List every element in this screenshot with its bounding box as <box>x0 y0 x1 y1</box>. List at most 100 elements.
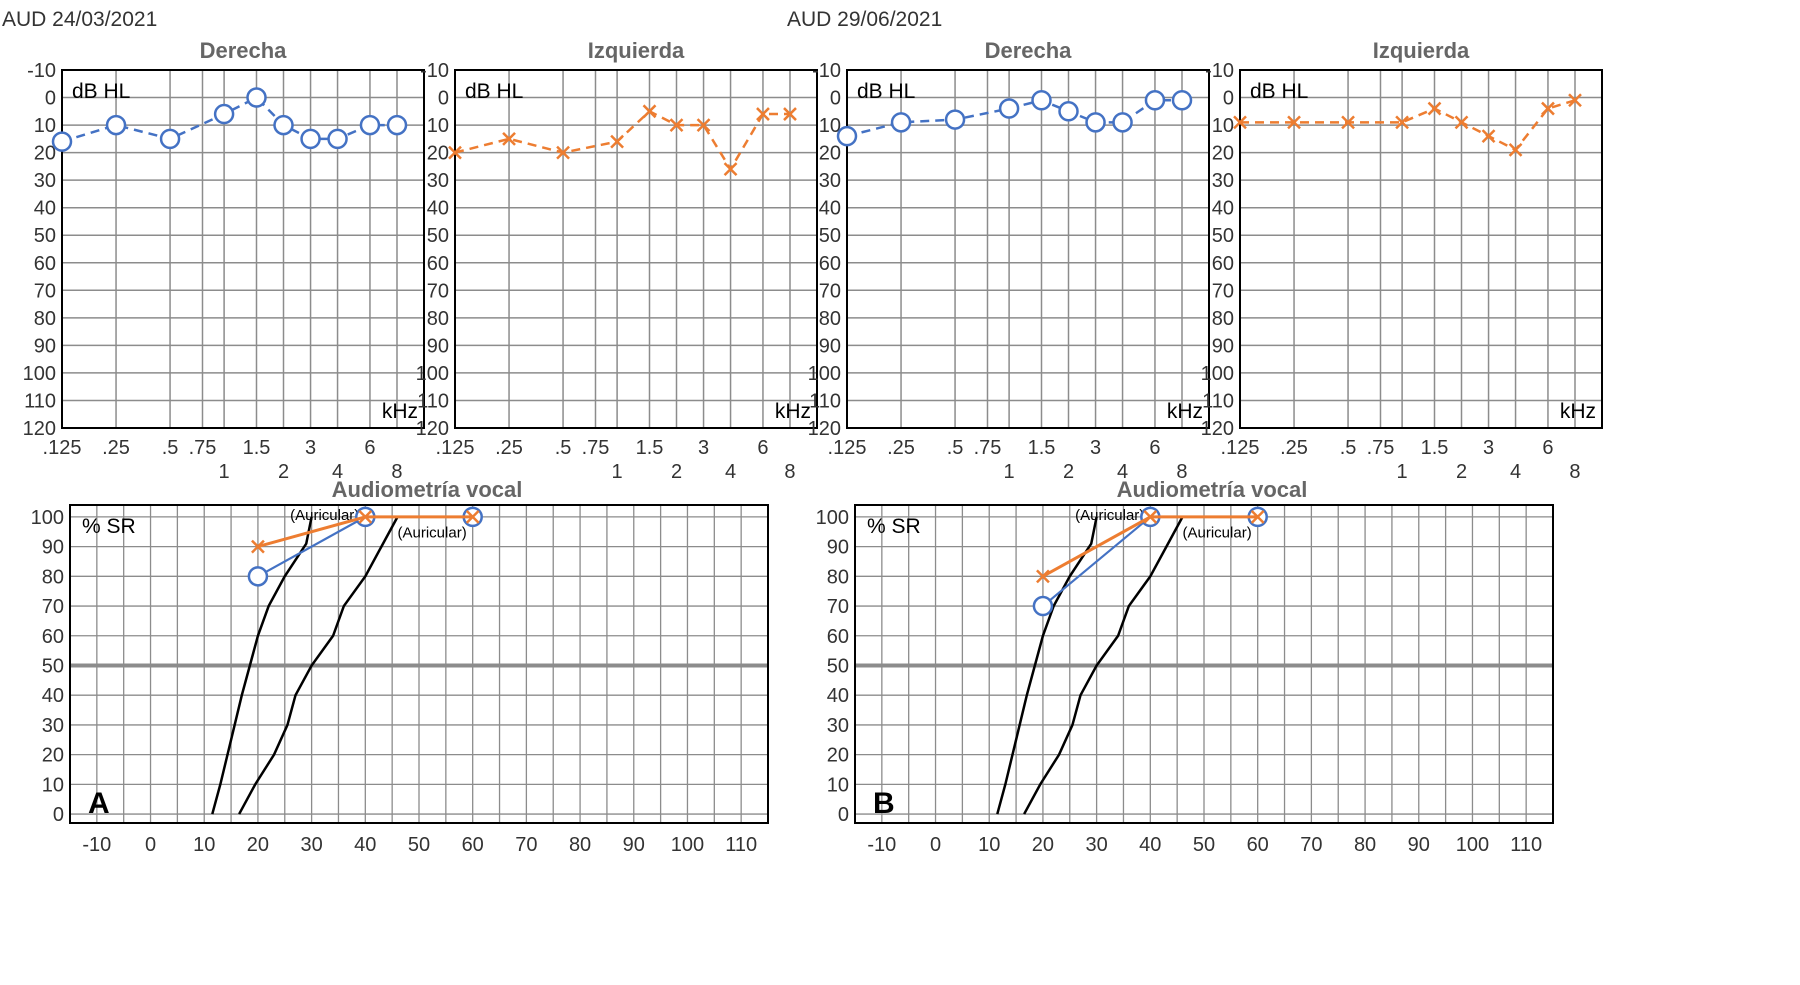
data-point-cross <box>1036 569 1050 584</box>
y-axis-label: % SR <box>867 515 921 538</box>
x-tick-label: 3 <box>698 437 709 459</box>
y-axis-label: % SR <box>82 515 136 538</box>
reference-curve <box>238 516 399 815</box>
cross-stroke <box>556 145 570 160</box>
y-tick-label: 120 <box>23 418 56 440</box>
x-tick-label: .75 <box>582 437 610 459</box>
y-tick-label: -10 <box>1205 60 1234 82</box>
reference-curve <box>1023 516 1184 815</box>
x-tick-label: 20 <box>1032 834 1054 856</box>
y-tick-label: 120 <box>808 418 841 440</box>
vocal-title: Audiometría vocal <box>1117 477 1308 502</box>
y-tick-label: 30 <box>42 715 64 737</box>
y-tick-label: 50 <box>427 225 449 247</box>
x-tick-label: 8 <box>784 461 795 483</box>
cross-stroke <box>251 539 265 554</box>
data-point-cross <box>251 539 265 554</box>
audiogram-title: Izquierda <box>1373 38 1470 63</box>
x-tick-label: 8 <box>391 461 402 483</box>
cross-stroke <box>1481 129 1496 143</box>
audiogram-title: Derecha <box>985 38 1073 63</box>
data-point-circle <box>1112 112 1133 133</box>
y-tick-label: 80 <box>1212 308 1234 330</box>
y-tick-label: -10 <box>420 60 449 82</box>
reference-label: (Auricular) <box>1075 507 1144 524</box>
data-point-cross <box>1395 115 1409 130</box>
x-tick-label: 1.5 <box>1421 437 1449 459</box>
y-tick-label: 0 <box>1223 88 1234 110</box>
data-point-cross <box>1233 115 1247 130</box>
y-tick-label: 100 <box>808 363 841 385</box>
y-tick-label: 0 <box>838 804 849 826</box>
y-tick-label: 40 <box>1212 198 1234 220</box>
y-tick-label: 10 <box>819 115 841 137</box>
x-tick-label: 30 <box>300 834 322 856</box>
data-point-cross <box>1481 129 1496 143</box>
y-tick-label: 90 <box>427 335 449 357</box>
x-tick-label: 4 <box>725 461 736 483</box>
y-tick-label: 30 <box>34 170 56 192</box>
data-point-cross <box>1427 101 1442 116</box>
y-tick-label: 0 <box>830 88 841 110</box>
y-tick-label: 20 <box>819 143 841 165</box>
x-tick-label: .25 <box>102 437 130 459</box>
y-tick-label: 60 <box>427 253 449 275</box>
y-tick-label: 80 <box>427 308 449 330</box>
cross-stroke <box>1250 510 1265 524</box>
data-point-circle <box>159 128 181 150</box>
cross-stroke <box>502 131 516 146</box>
x-tick-label: 2 <box>278 461 289 483</box>
y-tick-label: 80 <box>819 308 841 330</box>
y-axis-label: dB HL <box>1250 80 1308 103</box>
x-tick-label: 1 <box>1004 461 1015 483</box>
cross-stroke <box>1454 115 1469 130</box>
y-tick-label: 80 <box>827 566 849 588</box>
cross-stroke <box>448 145 462 160</box>
data-point-circle <box>1032 595 1054 617</box>
y-tick-label: 50 <box>34 225 56 247</box>
x-tick-label: 110 <box>1510 834 1542 856</box>
y-tick-label: 10 <box>34 115 56 137</box>
y-tick-label: 70 <box>34 280 56 302</box>
data-point-cross <box>1541 101 1555 116</box>
y-tick-label: 90 <box>42 537 64 559</box>
panel-date-label: AUD 29/06/2021 <box>787 8 942 31</box>
y-tick-label: 120 <box>1201 418 1234 440</box>
y-tick-label: 60 <box>819 253 841 275</box>
vocal-title: Audiometría vocal <box>332 477 523 502</box>
y-tick-label: 90 <box>827 537 849 559</box>
y-tick-label: 20 <box>42 745 64 767</box>
x-unit-label: kHz <box>1560 400 1596 423</box>
vocal-audiometry-chart: Audiometría vocal0102030405060708090100-… <box>816 477 1554 856</box>
data-point-cross <box>1454 115 1469 130</box>
series-line <box>61 96 397 143</box>
x-tick-label: 100 <box>671 834 704 856</box>
audiogram-title: Izquierda <box>588 38 685 63</box>
data-point-cross <box>723 162 738 177</box>
y-tick-label: 100 <box>1201 363 1234 385</box>
x-tick-label: 2 <box>1063 461 1074 483</box>
y-tick-label: 100 <box>416 363 449 385</box>
x-tick-label: 3 <box>1483 437 1494 459</box>
y-tick-label: 90 <box>34 335 56 357</box>
audiogram-title: Derecha <box>200 38 288 63</box>
y-tick-label: -10 <box>812 60 841 82</box>
y-tick-label: 70 <box>1212 280 1234 302</box>
panel-a: AUD 24/03/2021Derecha-100102030405060708… <box>2 8 818 856</box>
y-tick-label: 90 <box>819 335 841 357</box>
cross-stroke <box>1143 510 1158 524</box>
data-point-cross <box>756 107 770 121</box>
x-tick-label: 10 <box>193 834 215 856</box>
cross-stroke <box>696 118 711 132</box>
audiogram-right: Derecha -10 0 10 20 30 40 50 60 70 80 90 100 110 120 dB… <box>23 38 425 483</box>
x-tick-label: 10 <box>978 834 1000 856</box>
data-point-circle <box>247 566 269 587</box>
x-tick-label: 8 <box>1569 461 1580 483</box>
x-tick-label: 80 <box>1354 834 1376 856</box>
cross-stroke <box>465 510 480 524</box>
x-tick-label: .25 <box>1280 437 1308 459</box>
y-tick-label: 50 <box>1212 225 1234 247</box>
x-tick-label: .75 <box>189 437 217 459</box>
y-tick-label: 10 <box>827 774 849 796</box>
y-tick-label: 30 <box>1212 170 1234 192</box>
